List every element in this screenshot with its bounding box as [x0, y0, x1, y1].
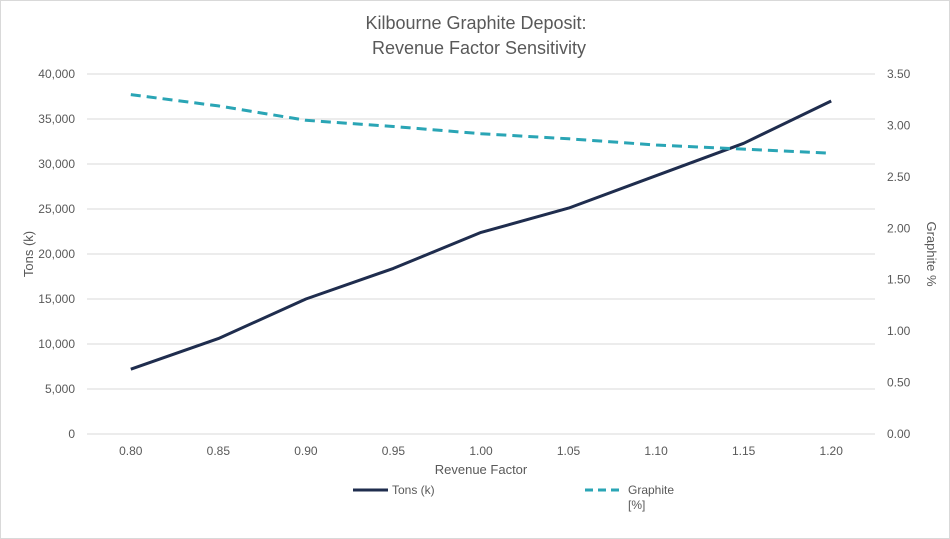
chart-title-line-2: Revenue Factor Sensitivity — [372, 38, 586, 58]
left-tick-label: 30,000 — [38, 157, 75, 171]
x-tick-label: 1.10 — [644, 444, 668, 458]
right-tick-label: 3.00 — [887, 118, 911, 132]
series-line-tons — [130, 99, 832, 371]
legend-label-graphite: Graphite — [628, 483, 674, 497]
chart-title-line-1: Kilbourne Graphite Deposit: — [365, 13, 586, 33]
legend-label-tons: Tons (k) — [392, 483, 435, 497]
left-tick-label: 20,000 — [38, 247, 75, 261]
right-tick-label: 1.00 — [887, 324, 911, 338]
x-tick-label: 1.15 — [732, 444, 756, 458]
right-tick-label: 2.00 — [887, 221, 911, 235]
x-tick-label: 0.90 — [294, 444, 318, 458]
left-axis-ticks: 0 5,000 10,000 15,000 20,000 25,000 30,000 35,0… — [38, 67, 75, 441]
x-tick-label: 1.20 — [820, 444, 844, 458]
right-axis-ticks: 0.00 0.50 1.00 1.50 2.00 2.50 3.00 3.50 — [887, 67, 911, 441]
x-axis-title: Revenue Factor — [435, 462, 528, 477]
left-tick-label: 35,000 — [38, 112, 75, 126]
x-tick-label: 0.80 — [119, 444, 143, 458]
left-tick-label: 15,000 — [38, 292, 75, 306]
right-tick-label: 3.50 — [887, 67, 911, 81]
x-axis-ticks: 0.80 0.85 0.90 0.95 1.00 1.05 1.10 1.15 1.20 — [119, 444, 843, 458]
right-tick-label: 1.50 — [887, 273, 911, 287]
left-tick-label: 40,000 — [38, 67, 75, 81]
left-tick-label: 0 — [68, 427, 75, 441]
x-tick-label: 0.95 — [382, 444, 406, 458]
left-tick-label: 10,000 — [38, 337, 75, 351]
left-axis-title: Tons (k) — [21, 231, 36, 277]
x-tick-label: 1.00 — [469, 444, 493, 458]
right-tick-label: 0.00 — [887, 427, 911, 441]
x-tick-label: 1.05 — [557, 444, 581, 458]
x-tick-label: 0.85 — [207, 444, 231, 458]
right-tick-label: 2.50 — [887, 170, 911, 184]
left-tick-label: 5,000 — [45, 382, 75, 396]
legend-label-graphite-unit: [%] — [628, 498, 645, 512]
chart-title: Kilbourne Graphite Deposit: Revenue Fact… — [365, 13, 586, 58]
series-line-graphite — [130, 93, 832, 155]
right-axis-title: Graphite % — [924, 221, 939, 286]
left-tick-label: 25,000 — [38, 202, 75, 216]
series-layer — [130, 93, 832, 371]
right-tick-label: 0.50 — [887, 376, 911, 390]
legend: Tons (k) Graphite [%] — [353, 483, 674, 512]
gridlines — [87, 73, 875, 435]
